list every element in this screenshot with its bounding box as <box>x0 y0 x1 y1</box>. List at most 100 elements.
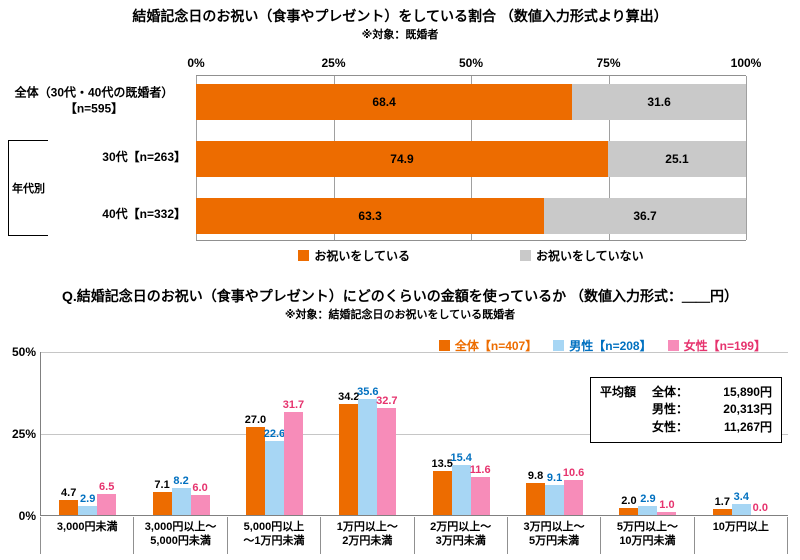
category-label: 2万円以上～ 3万円未満 <box>415 517 508 554</box>
y-tick-label: 50% <box>11 345 36 359</box>
bar: 35.6 <box>357 386 379 515</box>
legend-label: お祝いをしていない <box>536 249 644 263</box>
bar-segment-not-celebrate: 31.6 <box>572 84 746 120</box>
bar-segment-not-celebrate: 25.1 <box>607 141 746 177</box>
bar-value-label: 7.1 <box>154 478 170 491</box>
bar: 27.0 <box>245 414 266 515</box>
x-tick-label: 25% <box>321 56 346 70</box>
bar: 13.5 <box>431 458 453 515</box>
bar: 2.9 <box>78 493 98 515</box>
legend-swatch <box>667 340 679 351</box>
bar-value-label: 35.6 <box>357 385 379 398</box>
gridline-50pct <box>41 352 788 353</box>
legend-label: 女性【n=199】 <box>683 339 766 353</box>
bar-value-label: 10.6 <box>562 467 585 480</box>
bar-group: 9.8 9.1 10.6 <box>508 352 601 515</box>
bar: 31.7 <box>283 399 304 515</box>
category-label: 3,000円以上～ 5,000円未満 <box>134 517 228 554</box>
chart1-legend: お祝いをしている お祝いをしていない <box>196 247 746 264</box>
chart2-plot-area: 4.7 2.9 6.5 7.1 8.2 6.0 27.0 22.6 31.7 34.2 35.6 32… <box>40 352 788 516</box>
chart2-y-axis: 50% 25% 0% <box>2 345 36 523</box>
legend-item: 女性【n=199】 <box>667 337 766 354</box>
bar-value-label: 1.0 <box>659 498 675 511</box>
legend-item: 男性【n=208】 <box>553 337 652 354</box>
bar-value-label: 2.9 <box>640 492 656 505</box>
bar: 4.7 <box>59 487 79 515</box>
legend-swatch <box>520 250 531 261</box>
age-group-label: 年代別 <box>12 183 45 195</box>
bar-group: 2.0 2.9 1.0 <box>601 352 694 515</box>
average-value: 20,313円 <box>723 402 772 417</box>
category-label: 3万円以上～ 5万円未満 <box>508 517 602 554</box>
chart2-subtitle: ※対象：結婚記念日のお祝いをしている既婚者 <box>284 309 516 321</box>
x-tick-label: 50% <box>458 56 484 70</box>
average-label: 男性： <box>652 402 689 417</box>
category-label: 5万円以上～ 10万円未満 <box>601 517 695 554</box>
average-title: 平均額 <box>600 385 637 399</box>
average-value: 15,890円 <box>723 385 772 399</box>
bar-value-label: 27.0 <box>244 413 267 426</box>
bar-group: 27.0 22.6 31.7 <box>228 352 321 515</box>
chart2-legend: 全体【n=407】 男性【n=208】 女性【n=199】 <box>438 337 766 354</box>
bar-value-label: 2.9 <box>80 492 96 505</box>
average-value: 11,267円 <box>723 419 772 434</box>
average-row: 女性： 11,267円 <box>600 419 772 436</box>
bar: 22.6 <box>264 428 285 515</box>
bar-segment-celebrate: 74.9 <box>196 141 608 177</box>
average-title-spacer <box>600 401 652 418</box>
bar: 9.8 <box>526 470 546 515</box>
bar-value-label: 34.2 <box>338 390 360 403</box>
bar: 2.9 <box>638 493 658 515</box>
bar-value-label: 11.6 <box>469 464 491 477</box>
bar: 34.2 <box>338 391 360 515</box>
average-row: 平均額 全体： 15,890円 <box>600 384 772 401</box>
bar-segment-celebrate: 63.3 <box>196 198 545 234</box>
chart1-x-axis: 0% 25% 50% 75% 100% <box>187 56 761 72</box>
category-label: 10万円以上 <box>695 517 788 554</box>
bar-value-label: 13.5 <box>431 458 453 470</box>
bar-group: 4.7 2.9 6.5 <box>41 352 134 515</box>
y-tick-label: 0% <box>18 509 36 523</box>
gridline-25pct <box>41 433 788 435</box>
category-label: 1万円以上～ 2万円未満 <box>321 517 415 554</box>
bar-group: 13.5 15.4 11.6 <box>415 352 508 515</box>
average-amount-box: 平均額 全体： 15,890円 男性： 20,313円 女性： 11,267円 <box>590 377 782 444</box>
bar-group: 1.7 3.4 0.0 <box>695 352 788 515</box>
y-tick-label: 25% <box>11 427 36 441</box>
chart2-title: Q.結婚記念日のお祝い（食事やプレゼント）にどのくらいの金額を使っているか （数… <box>62 288 738 304</box>
bar: 9.1 <box>545 472 565 515</box>
chart1-row-label: 全体（30代・40代の既婚者） 【n=595】 <box>14 85 174 115</box>
average-row: 男性： 20,313円 <box>600 401 772 418</box>
legend-item: お祝いをしている <box>298 247 410 264</box>
chart1-row-label: 30代【n=263】 <box>102 150 186 165</box>
bar-value-label: 15.4 <box>450 451 472 464</box>
bar-group: 34.2 35.6 32.7 <box>321 352 414 515</box>
bar-value-label: 3.4 <box>733 490 749 503</box>
chart2-bar-groups: 4.7 2.9 6.5 7.1 8.2 6.0 27.0 22.6 31.7 34.2 35.6 32… <box>41 352 788 515</box>
legend-swatch <box>553 340 565 351</box>
bar-value-label: 9.1 <box>546 472 563 485</box>
average-label: 女性： <box>652 419 689 434</box>
legend-label: 全体【n=407】 <box>454 339 538 353</box>
bar-value-label: 8.2 <box>173 475 189 488</box>
bar-value-label: 4.7 <box>61 486 77 499</box>
bar-value-label: 0.0 <box>752 502 768 514</box>
chart1-row-labels: 全体（30代・40代の既婚者） 【n=595】 30代【n=263】 40代【n=33… <box>0 75 190 241</box>
bar-value-label: 9.8 <box>527 470 544 483</box>
bar: 2.0 <box>619 495 639 515</box>
chart1-plot-area: 68.4 31.6 74.9 25.1 63.3 36.7 <box>196 75 747 241</box>
bar: 11.6 <box>470 464 491 515</box>
x-tick-label: 100% <box>730 56 762 70</box>
bar-value-label: 6.0 <box>192 482 208 495</box>
legend-swatch <box>298 250 310 261</box>
stacked-bar-row: 74.9 25.1 <box>196 141 746 177</box>
age-group-bracket: 年代別 <box>8 140 48 236</box>
bar: 3.4 <box>731 491 751 515</box>
chart1-row-label: 40代【n=332】 <box>102 207 186 222</box>
legend-swatch <box>438 340 450 351</box>
bar: 1.7 <box>712 496 732 515</box>
average-label: 全体： <box>652 385 689 399</box>
chart1-subtitle: ※対象：既婚者 <box>361 29 439 41</box>
bar-value-label: 22.6 <box>263 428 286 441</box>
